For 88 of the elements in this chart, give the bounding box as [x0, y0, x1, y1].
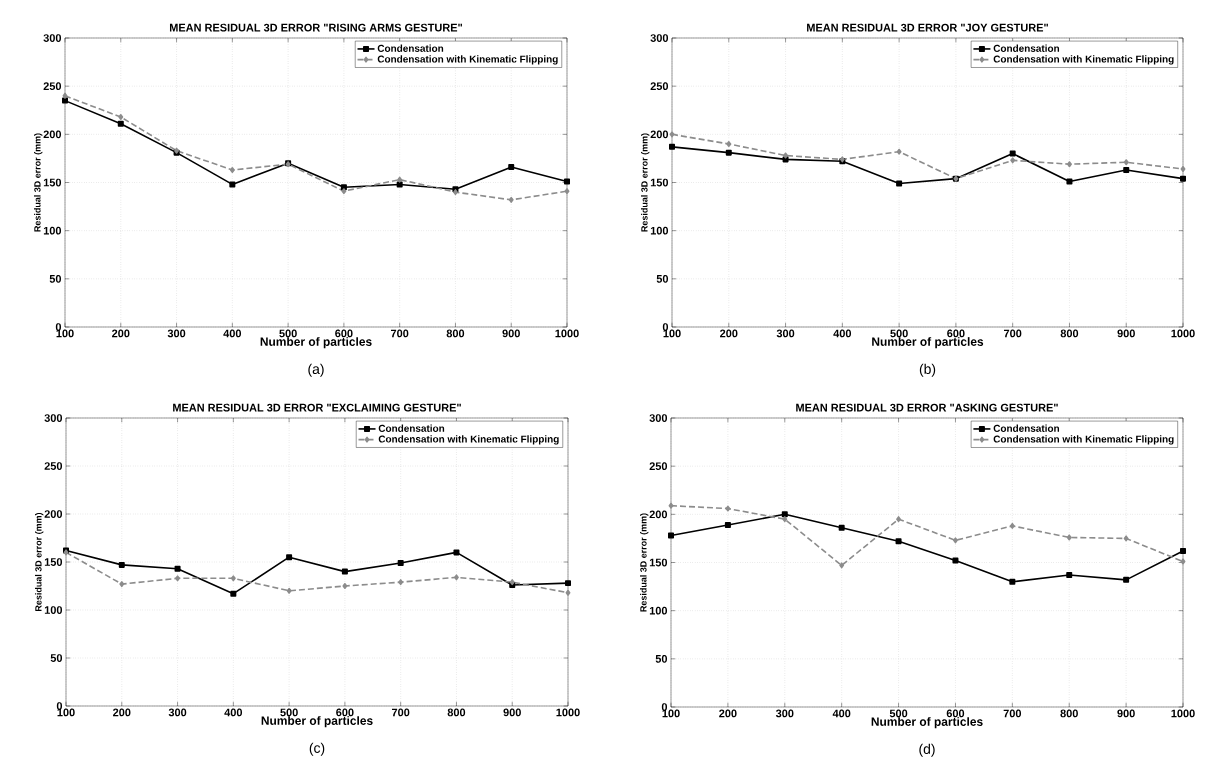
x-tick-label: 1000	[555, 329, 579, 338]
y-tick-label: 50	[49, 274, 62, 283]
y-tick-label: 0	[56, 702, 63, 710]
y-tick-label: 0	[55, 323, 62, 331]
chart-title: MEAN RESIDUAL 3D ERROR "ASKING GESTURE"	[796, 403, 1058, 412]
y-axis-title: Residual 3D error (mm)	[34, 133, 43, 232]
x-tick-label: 1000	[556, 708, 580, 717]
x-tick-label: 1000	[1171, 329, 1195, 338]
x-tick-label: 200	[720, 329, 738, 338]
y-tick-label: 150	[44, 558, 63, 566]
x-tick-label: 400	[833, 329, 852, 338]
y-tick-label: 150	[43, 178, 62, 187]
x-tick-label: 700	[1003, 709, 1022, 718]
x-tick-label: 900	[1117, 709, 1135, 718]
chart-title: MEAN RESIDUAL 3D ERROR "RISING ARMS GESTURE"	[169, 23, 463, 32]
y-axis-title: Residual 3D error (mm)	[640, 513, 649, 612]
x-tick-label: 900	[1117, 329, 1135, 338]
y-tick-label: 50	[656, 274, 669, 283]
x-tick-label: 600	[336, 708, 354, 717]
x-axis-title: Number of particles	[871, 717, 983, 729]
y-tick-label: 250	[43, 82, 62, 91]
chart-title: MEAN RESIDUAL 3D ERROR "EXCLAIMING GESTURE"	[173, 403, 461, 412]
legend-label: Condensation with Kinematic Flipping	[993, 435, 1174, 445]
x-tick-label: 900	[503, 708, 521, 717]
x-tick-label: 800	[1060, 329, 1079, 338]
chart-title: MEAN RESIDUAL 3D ERROR "JOY GESTURE"	[807, 23, 1048, 32]
x-tick-label: 500	[279, 329, 297, 338]
y-tick-label: 250	[650, 82, 669, 91]
y-tick-label: 100	[650, 226, 669, 235]
x-tick-label: 800	[446, 329, 465, 338]
y-tick-label: 0	[661, 703, 668, 711]
legend-label: Condensation	[377, 44, 444, 52]
text: (b)	[919, 363, 936, 377]
x-tick-label: 1000	[1171, 709, 1195, 718]
x-tick-label: 400	[223, 329, 242, 338]
legend-label: Condensation	[378, 424, 445, 432]
text: (d)	[919, 743, 935, 757]
y-tick-label: 150	[650, 178, 669, 187]
x-axis-title: Number of particles	[872, 337, 984, 349]
x-tick-label: 900	[502, 329, 520, 338]
x-tick-label: 300	[168, 708, 187, 717]
x-tick-label: 500	[890, 329, 908, 338]
y-tick-label: 250	[649, 462, 668, 471]
x-tick-label: 300	[775, 709, 794, 718]
legend-label: Condensation with Kinematic Flipping	[378, 435, 559, 445]
legend-label: Condensation	[993, 424, 1060, 432]
y-axis-title: Residual 3D error (mm)	[35, 512, 44, 611]
y-tick-label: 300	[649, 414, 668, 422]
legend-label: Condensation	[993, 44, 1060, 52]
y-tick-label: 150	[649, 558, 668, 567]
x-tick-label: 500	[889, 709, 908, 718]
x-tick-label: 700	[392, 708, 410, 717]
y-tick-label: 300	[650, 34, 669, 42]
x-tick-label: 600	[947, 329, 965, 338]
y-tick-label: 100	[43, 226, 62, 235]
y-axis-title: Residual 3D error (mm)	[641, 133, 650, 232]
y-tick-label: 300	[43, 34, 62, 42]
x-tick-label: 300	[167, 329, 186, 338]
x-tick-label: 300	[776, 329, 795, 338]
y-tick-label: 100	[649, 606, 668, 615]
y-tick-label: 300	[44, 414, 63, 422]
y-tick-label: 100	[44, 606, 63, 614]
x-tick-label: 800	[1060, 709, 1078, 718]
x-tick-label: 800	[447, 708, 466, 717]
x-tick-label: 200	[113, 708, 131, 717]
text: (a)	[308, 363, 324, 377]
legend-label: Condensation with Kinematic Flipping	[993, 55, 1174, 65]
x-tick-label: 400	[832, 709, 851, 718]
legend-label: Condensation with Kinematic Flipping	[377, 55, 558, 65]
x-axis-title: Number of particles	[261, 716, 373, 728]
x-tick-label: 600	[946, 709, 965, 718]
y-tick-label: 0	[662, 323, 669, 331]
y-tick-label: 200	[650, 130, 669, 139]
x-tick-label: 600	[335, 329, 353, 338]
x-axis-title: Number of particles	[260, 337, 372, 349]
x-tick-label: 200	[112, 329, 130, 338]
y-tick-label: 50	[655, 654, 668, 663]
y-tick-label: 200	[43, 130, 62, 139]
y-tick-label: 200	[44, 510, 63, 518]
y-tick-label: 200	[649, 510, 668, 519]
x-tick-label: 700	[391, 329, 409, 338]
x-tick-label: 500	[280, 708, 298, 717]
y-tick-label: 50	[50, 654, 63, 662]
text: (c)	[309, 742, 325, 756]
x-tick-label: 200	[719, 709, 737, 718]
y-tick-label: 250	[44, 462, 63, 470]
x-tick-label: 700	[1004, 329, 1022, 338]
x-tick-label: 400	[224, 708, 243, 717]
